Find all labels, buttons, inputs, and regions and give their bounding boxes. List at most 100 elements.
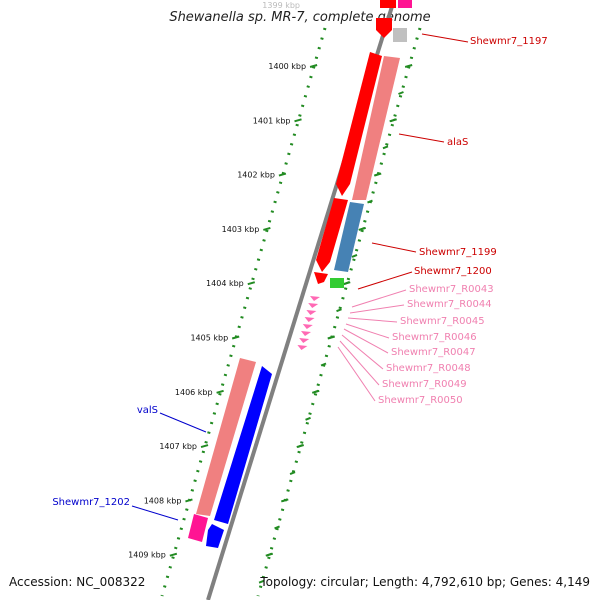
scale-tick-label: 1401 kbp bbox=[253, 116, 291, 125]
scale-tick-labels: 1399 kbp 1400 kbp 1401 kbp 1402 kbp 1403 kbp… bbox=[128, 1, 306, 560]
feature-cds-red-1199[interactable] bbox=[316, 198, 348, 272]
gene-label[interactable]: Shewmr7_R0047 bbox=[391, 347, 476, 358]
scale-minor-tick bbox=[328, 335, 335, 340]
label-leader-line bbox=[371, 242, 417, 253]
feature-trna[interactable] bbox=[301, 331, 311, 336]
scale-tick-left bbox=[169, 552, 178, 557]
scale-minor-tick bbox=[359, 226, 366, 231]
label-leader-line bbox=[339, 340, 380, 386]
map-title: Shewanella sp. MR-7, complete genome bbox=[169, 10, 431, 25]
scale-minor-tick bbox=[374, 172, 381, 177]
gene-label[interactable]: Shewmr7_R0044 bbox=[407, 299, 492, 310]
scale-tick-label: 1406 kbp bbox=[175, 388, 213, 397]
feature-rrna-green-1200[interactable] bbox=[330, 278, 344, 288]
scale-minor-tick bbox=[390, 118, 397, 123]
scale-tick-label-clipped: 1399 kbp bbox=[262, 1, 300, 10]
gene-labels: Shewmr7_1197 alaS Shewmr7_1199 Shewmr7_1200… bbox=[52, 36, 547, 508]
scale-minor-tick bbox=[274, 525, 280, 530]
gene-label[interactable]: Shewmr7_1200 bbox=[414, 266, 492, 277]
feature-trna[interactable] bbox=[299, 338, 310, 343]
label-leader-line bbox=[357, 271, 413, 290]
scale-minor-tick bbox=[336, 308, 342, 313]
scale-tick-label: 1402 kbp bbox=[237, 171, 275, 180]
label-leader-line bbox=[421, 33, 469, 43]
feature-trna[interactable] bbox=[304, 317, 315, 322]
feature-cds-steel-1199[interactable] bbox=[334, 202, 364, 272]
gene-label[interactable]: Shewmr7_R0046 bbox=[392, 332, 477, 343]
feature-trna[interactable] bbox=[310, 296, 320, 301]
scale-minor-tick bbox=[382, 145, 389, 150]
scale-tick-left bbox=[185, 498, 193, 503]
feature-cds-red-shewmr7-1197[interactable] bbox=[376, 18, 392, 38]
scale-minor-tick bbox=[343, 281, 350, 285]
scale-tick-label: 1408 kbp bbox=[144, 496, 182, 505]
scale-ticks bbox=[169, 64, 413, 584]
gene-label[interactable]: Shewmr7_R0050 bbox=[378, 395, 463, 406]
label-leader-line bbox=[337, 346, 376, 402]
scale-minor-tick bbox=[312, 389, 319, 394]
gene-label[interactable]: Shewmr7_1197 bbox=[470, 36, 548, 47]
scale-minor-tick bbox=[305, 416, 311, 421]
feature-trna[interactable] bbox=[308, 303, 319, 308]
label-leader-line bbox=[159, 412, 207, 433]
feature-cds-red-top[interactable] bbox=[380, 0, 396, 8]
feature-cds-magenta-top[interactable] bbox=[398, 0, 412, 8]
label-leader-line bbox=[131, 505, 179, 521]
label-leader-line bbox=[345, 323, 390, 339]
gene-label[interactable]: Shewmr7_R0049 bbox=[382, 379, 467, 390]
gene-label[interactable]: valS bbox=[137, 405, 158, 416]
label-leader-line bbox=[351, 289, 407, 308]
feature-cds-red-1200[interactable] bbox=[314, 272, 328, 284]
scale-minor-tick bbox=[320, 362, 327, 367]
scale-minor-tick bbox=[281, 498, 288, 503]
scale-tick-left bbox=[231, 335, 240, 340]
scale-minor-tick bbox=[367, 199, 373, 204]
scale-tick-left bbox=[309, 64, 318, 68]
scale-tick-label: 1400 kbp bbox=[268, 62, 306, 71]
feature-trna[interactable] bbox=[306, 310, 317, 315]
scale-tick-right bbox=[404, 64, 413, 68]
scale-tick-left bbox=[278, 172, 287, 177]
genome-summary-text: Topology: circular; Length: 4,792,610 bp… bbox=[260, 575, 590, 589]
scale-minor-tick bbox=[258, 579, 265, 584]
feature-trna[interactable] bbox=[302, 324, 313, 329]
feature-cds-blue-valS[interactable] bbox=[214, 366, 272, 524]
scale-tick-label: 1409 kbp bbox=[128, 551, 166, 560]
feature-cds-red-1198a[interactable] bbox=[336, 52, 382, 196]
gene-label[interactable]: Shewmr7_R0045 bbox=[400, 316, 485, 327]
scale-tick-left bbox=[263, 226, 271, 231]
gene-label[interactable]: Shewmr7_R0043 bbox=[409, 284, 494, 295]
feature-cds-blue-1202[interactable] bbox=[206, 524, 224, 548]
scale-tick-left bbox=[216, 389, 224, 394]
feature-cds-gray-1197[interactable] bbox=[393, 28, 407, 42]
scale-tick-left bbox=[247, 281, 256, 286]
feature-cds-pink-alaS[interactable] bbox=[352, 56, 400, 200]
label-leader-line bbox=[343, 328, 389, 354]
gene-label[interactable]: Shewmr7_R0048 bbox=[386, 363, 471, 374]
scale-tick-left bbox=[294, 118, 302, 123]
scale-minor-tick bbox=[297, 444, 304, 448]
feature-cds-magenta-1202[interactable] bbox=[188, 514, 208, 542]
gene-label[interactable]: alaS bbox=[447, 137, 468, 148]
scale-axis-left bbox=[160, 27, 327, 597]
scale-tick-label: 1403 kbp bbox=[222, 225, 260, 234]
label-leader-line bbox=[349, 304, 405, 314]
label-leader-line bbox=[347, 317, 398, 323]
feature-trna[interactable] bbox=[297, 345, 308, 350]
scale-minor-tick bbox=[266, 552, 273, 557]
scale-tick-label: 1407 kbp bbox=[159, 442, 197, 451]
gene-label[interactable]: Shewmr7_1202 bbox=[52, 497, 130, 508]
scale-tick-label: 1404 kbp bbox=[206, 279, 244, 288]
scale-minor-tick bbox=[351, 253, 358, 258]
label-leader-line bbox=[398, 133, 445, 143]
scale-axis-right bbox=[256, 27, 422, 597]
scale-tick-left bbox=[200, 444, 209, 449]
scale-minor-tick bbox=[289, 471, 296, 476]
feature-cds-pink-1201[interactable] bbox=[196, 358, 256, 516]
scale-tick-label: 1405 kbp bbox=[190, 334, 228, 343]
trna-cluster bbox=[297, 296, 320, 350]
accession-text: Accession: NC_008322 bbox=[9, 575, 146, 589]
gene-label[interactable]: Shewmr7_1199 bbox=[419, 247, 497, 258]
